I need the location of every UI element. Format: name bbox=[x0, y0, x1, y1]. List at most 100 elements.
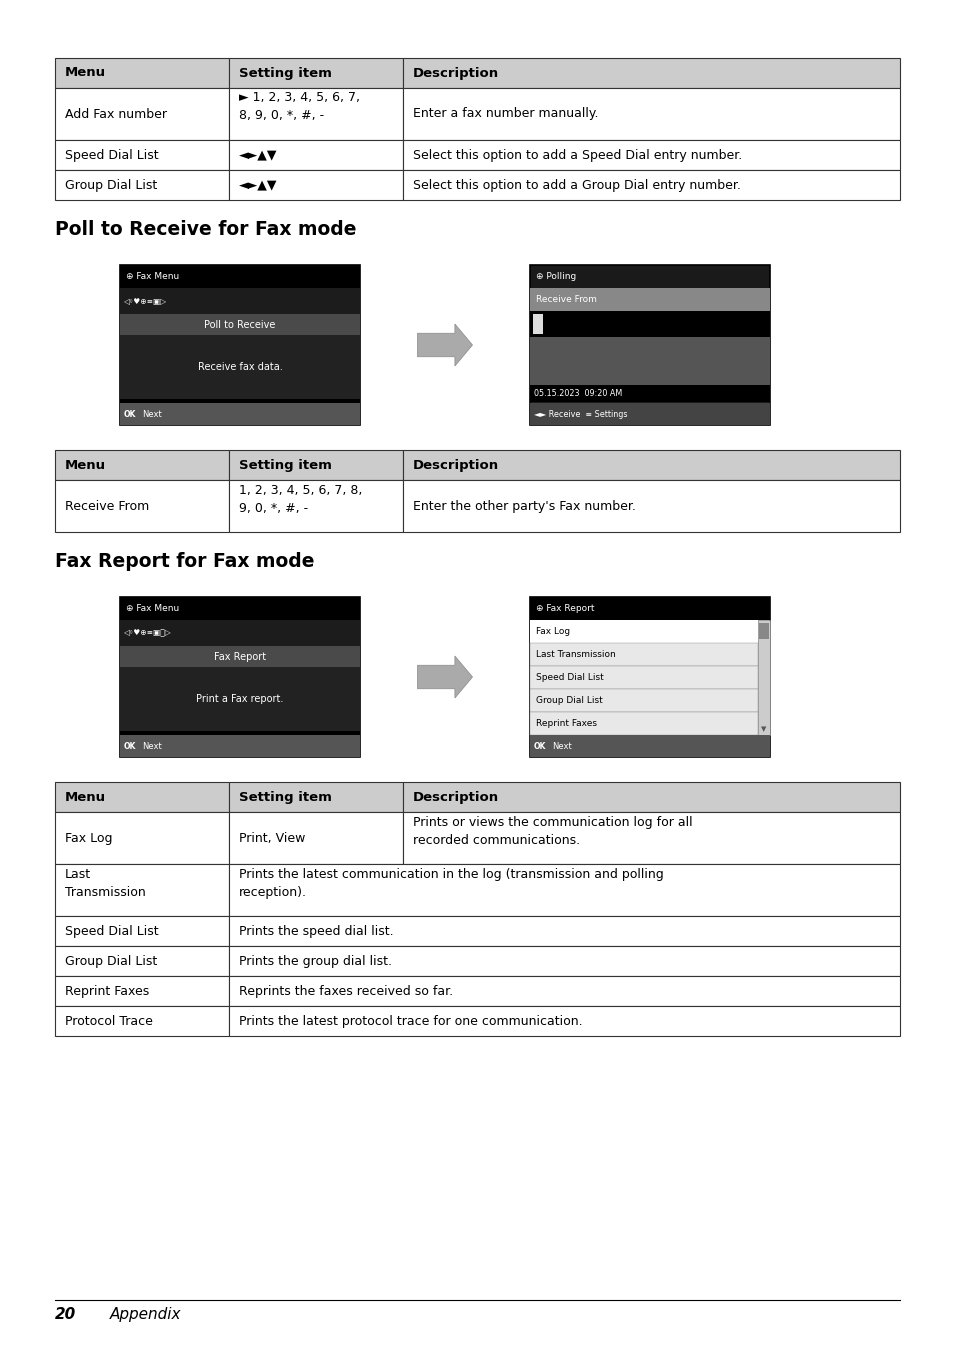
Text: OK: OK bbox=[534, 742, 546, 750]
Text: Menu: Menu bbox=[65, 458, 106, 472]
Text: Select this option to add a Group Dial entry number.: Select this option to add a Group Dial e… bbox=[413, 178, 740, 192]
Bar bbox=[120, 314, 359, 335]
Bar bbox=[229, 450, 403, 480]
Bar bbox=[120, 265, 359, 425]
Text: Prints the latest communication in the log (transmission and polling
reception).: Prints the latest communication in the l… bbox=[239, 868, 663, 899]
Text: Fax Report: Fax Report bbox=[213, 652, 266, 661]
Text: Reprint Faxes: Reprint Faxes bbox=[65, 984, 149, 998]
Bar bbox=[530, 598, 769, 621]
Bar bbox=[530, 667, 758, 690]
Text: Setting item: Setting item bbox=[239, 66, 332, 80]
Text: Setting item: Setting item bbox=[239, 458, 332, 472]
Text: Fax Log: Fax Log bbox=[536, 627, 570, 637]
Bar bbox=[229, 864, 899, 917]
Bar bbox=[403, 58, 899, 88]
Text: Prints the group dial list.: Prints the group dial list. bbox=[239, 955, 392, 968]
Bar bbox=[530, 735, 769, 757]
Text: Next: Next bbox=[552, 742, 571, 750]
Bar bbox=[530, 337, 769, 385]
Bar bbox=[55, 864, 229, 917]
Bar bbox=[55, 141, 229, 170]
Bar bbox=[530, 403, 769, 425]
Bar bbox=[530, 644, 758, 667]
Text: Group Dial List: Group Dial List bbox=[65, 178, 157, 192]
Text: Prints the latest protocol trace for one communication.: Prints the latest protocol trace for one… bbox=[239, 1014, 582, 1028]
Text: Prints the speed dial list.: Prints the speed dial list. bbox=[239, 925, 394, 937]
Bar bbox=[120, 646, 359, 668]
Bar bbox=[229, 88, 403, 141]
Bar bbox=[229, 976, 899, 1006]
Bar bbox=[759, 622, 768, 638]
Text: Print a Fax report.: Print a Fax report. bbox=[196, 695, 283, 704]
Text: Next: Next bbox=[142, 742, 162, 750]
Bar bbox=[403, 170, 899, 200]
Text: Poll to Receive for Fax mode: Poll to Receive for Fax mode bbox=[55, 220, 356, 239]
Text: Speed Dial List: Speed Dial List bbox=[65, 925, 158, 937]
Text: Reprints the faxes received so far.: Reprints the faxes received so far. bbox=[239, 984, 453, 998]
Bar bbox=[229, 813, 403, 864]
Bar bbox=[55, 813, 229, 864]
Text: Print, View: Print, View bbox=[239, 831, 305, 845]
Bar bbox=[229, 1006, 899, 1036]
Text: Fax Report for Fax mode: Fax Report for Fax mode bbox=[55, 552, 314, 571]
Bar bbox=[55, 480, 229, 531]
Text: Protocol Trace: Protocol Trace bbox=[65, 1014, 152, 1028]
Bar bbox=[55, 781, 229, 813]
Text: Last
Transmission: Last Transmission bbox=[65, 868, 146, 899]
Text: Poll to Receive: Poll to Receive bbox=[204, 319, 275, 330]
Bar bbox=[120, 288, 359, 314]
Bar bbox=[229, 917, 899, 946]
Bar bbox=[530, 713, 758, 735]
Text: ⊕ Polling: ⊕ Polling bbox=[536, 272, 576, 281]
Text: Group Dial List: Group Dial List bbox=[536, 696, 602, 706]
Bar bbox=[758, 621, 769, 735]
Text: ⊕ Fax Report: ⊕ Fax Report bbox=[536, 604, 594, 612]
Bar bbox=[55, 976, 229, 1006]
Text: Appendix: Appendix bbox=[110, 1307, 181, 1322]
Text: ► 1, 2, 3, 4, 5, 6, 7,
8, 9, 0, *, #, -: ► 1, 2, 3, 4, 5, 6, 7, 8, 9, 0, *, #, - bbox=[239, 92, 359, 123]
Bar bbox=[120, 403, 359, 425]
Text: Enter a fax number manually.: Enter a fax number manually. bbox=[413, 108, 598, 120]
Text: Select this option to add a Speed Dial entry number.: Select this option to add a Speed Dial e… bbox=[413, 149, 741, 161]
Text: ◄►▲▼: ◄►▲▼ bbox=[239, 149, 277, 161]
Text: ◄► Receive  ≡ Settings: ◄► Receive ≡ Settings bbox=[534, 410, 627, 419]
Text: Description: Description bbox=[413, 458, 498, 472]
Bar bbox=[55, 170, 229, 200]
Bar bbox=[229, 946, 899, 976]
Bar bbox=[55, 58, 229, 88]
Text: ◄►▲▼: ◄►▲▼ bbox=[239, 178, 277, 192]
Bar bbox=[530, 598, 769, 757]
Bar bbox=[403, 480, 899, 531]
Text: Last Transmission: Last Transmission bbox=[536, 650, 615, 660]
Bar bbox=[403, 813, 899, 864]
Bar bbox=[55, 88, 229, 141]
Bar bbox=[403, 141, 899, 170]
Bar bbox=[403, 450, 899, 480]
Text: ▼: ▼ bbox=[760, 726, 766, 733]
Text: Add Fax number: Add Fax number bbox=[65, 108, 167, 120]
Text: Group Dial List: Group Dial List bbox=[65, 955, 157, 968]
Bar bbox=[120, 735, 359, 757]
Text: Setting item: Setting item bbox=[239, 791, 332, 803]
Bar bbox=[530, 385, 769, 402]
Text: 05.15.2023  09:20 AM: 05.15.2023 09:20 AM bbox=[534, 389, 621, 397]
Text: Enter the other party's Fax number.: Enter the other party's Fax number. bbox=[413, 499, 636, 512]
Bar bbox=[229, 58, 403, 88]
Text: OK: OK bbox=[124, 410, 136, 419]
Bar bbox=[120, 598, 359, 757]
Text: Reprint Faxes: Reprint Faxes bbox=[536, 719, 597, 729]
Text: Description: Description bbox=[413, 791, 498, 803]
Bar bbox=[55, 1006, 229, 1036]
Text: Description: Description bbox=[413, 66, 498, 80]
Bar bbox=[120, 335, 359, 399]
Bar bbox=[530, 621, 758, 644]
Text: Fax Log: Fax Log bbox=[65, 831, 112, 845]
Text: ⊕ Fax Menu: ⊕ Fax Menu bbox=[126, 604, 179, 612]
Text: ⊕ Fax Menu: ⊕ Fax Menu bbox=[126, 272, 179, 281]
Bar bbox=[229, 141, 403, 170]
Bar bbox=[55, 450, 229, 480]
Polygon shape bbox=[417, 656, 472, 698]
Polygon shape bbox=[417, 324, 472, 366]
Bar bbox=[120, 668, 359, 731]
Bar bbox=[55, 946, 229, 976]
